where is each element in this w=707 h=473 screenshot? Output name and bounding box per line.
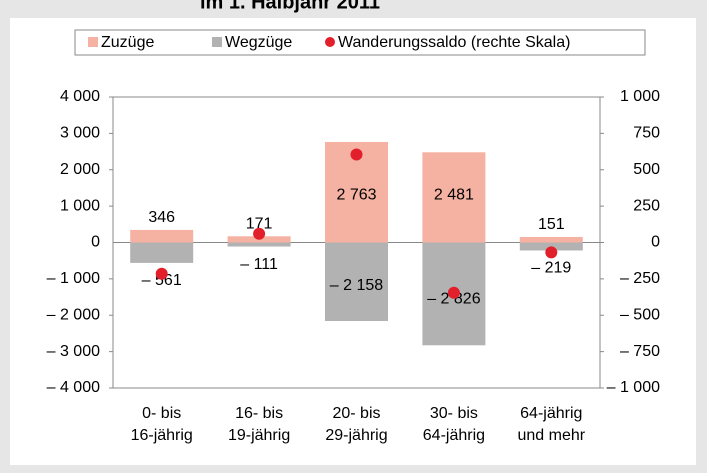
saldo-point (350, 148, 363, 161)
y2-tick-label: – 500 (620, 306, 660, 323)
saldo-point (253, 227, 266, 240)
saldo-point (447, 286, 460, 299)
y2-tick-label: 500 (633, 161, 660, 178)
bar (325, 242, 388, 321)
y2-tick-label: 750 (633, 125, 660, 142)
legend-box (74, 29, 646, 56)
value-label: 346 (148, 209, 175, 226)
x-tick-label: und mehr (518, 427, 586, 444)
legend-marker (325, 37, 335, 47)
x-tick-label: 29-jährig (325, 427, 387, 444)
y2-tick-label: – 1 000 (607, 379, 660, 396)
bar (130, 242, 194, 263)
value-label: – 2 158 (330, 277, 383, 294)
x-tick-label: 0- bis (142, 405, 181, 422)
y2-tick-label: 0 (651, 234, 660, 251)
x-tick-label: 64-jährig (520, 405, 582, 422)
legend-label: Wegzüge (225, 34, 292, 51)
legend-label: Zuzüge (101, 34, 154, 51)
legend-marker (88, 37, 98, 47)
value-label: 151 (538, 216, 565, 233)
x-tick-label: 19-jährig (228, 427, 290, 444)
y2-tick-label: 1 000 (620, 88, 660, 105)
chart-title: im 1. Halbjahr 2011 (200, 0, 380, 13)
value-label: – 219 (531, 260, 571, 277)
x-tick-label: 64-jährig (423, 427, 485, 444)
value-label: 2 763 (336, 186, 376, 203)
y2-tick-label: – 750 (620, 343, 660, 360)
y-tick-label: – 3 000 (47, 343, 100, 360)
value-label: – 561 (142, 272, 182, 289)
x-tick-label: 16- bis (235, 405, 283, 422)
x-tick-label: 30- bis (430, 405, 478, 422)
value-label: 171 (246, 215, 273, 232)
bar (519, 237, 583, 243)
legend-marker (212, 37, 222, 47)
bar (130, 229, 194, 243)
y-tick-label: 3 000 (60, 125, 100, 142)
y2-tick-label: – 250 (620, 270, 660, 287)
saldo-point (545, 246, 558, 259)
saldo-point (155, 267, 168, 280)
y-tick-label: 2 000 (60, 161, 100, 178)
value-label: 2 481 (434, 186, 474, 203)
y-tick-label: – 2 000 (47, 306, 100, 323)
y-tick-label: – 1 000 (47, 270, 100, 287)
x-tick-label: 16-jährig (131, 427, 193, 444)
y-tick-label: 4 000 (60, 88, 100, 105)
y-tick-label: – 4 000 (47, 379, 100, 396)
value-label: – 2 826 (427, 290, 480, 307)
y-tick-label: 1 000 (60, 197, 100, 214)
y2-tick-label: 250 (633, 197, 660, 214)
value-label: – 111 (240, 256, 278, 273)
bar (422, 152, 486, 243)
legend-label: Wanderungssaldo (rechte Skala) (338, 34, 570, 51)
bar (227, 242, 291, 247)
x-tick-label: 20- bis (332, 405, 380, 422)
y-tick-label: 0 (91, 234, 100, 251)
